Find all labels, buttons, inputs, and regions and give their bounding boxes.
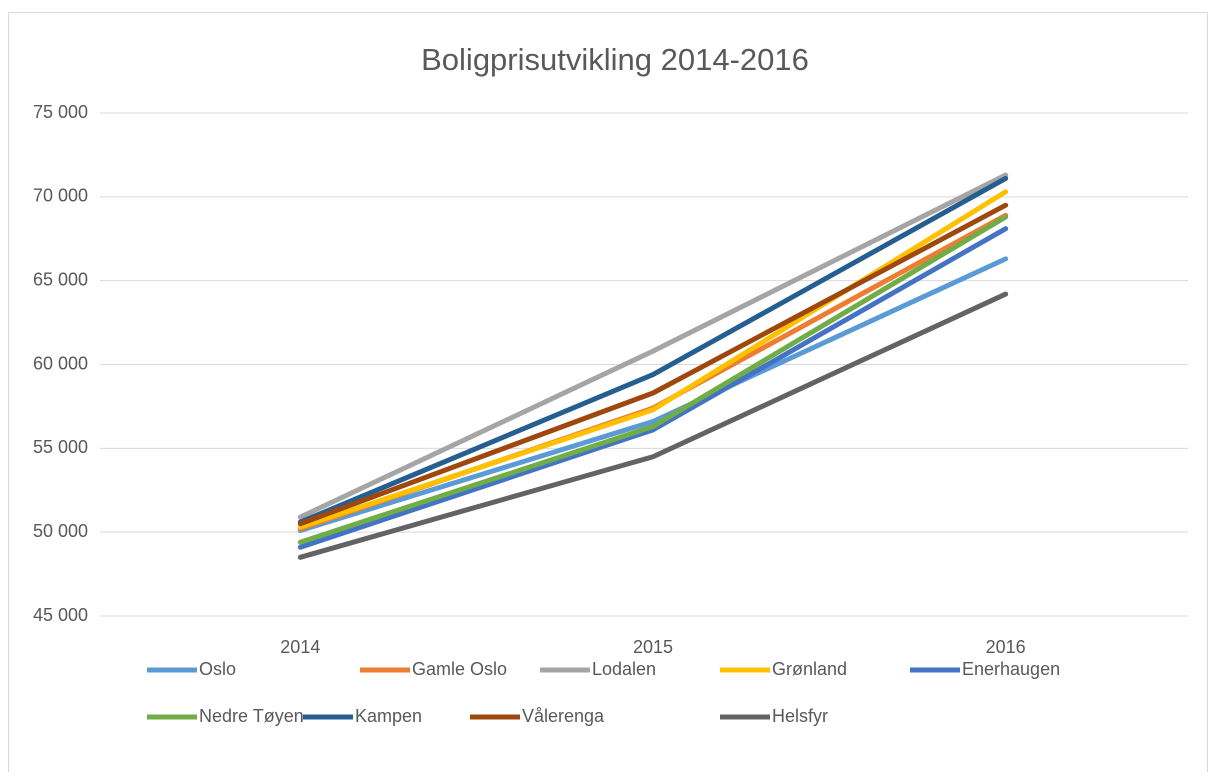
x-tick-label: 2015: [633, 637, 673, 657]
legend-label: Lodalen: [592, 659, 656, 679]
x-tick-label: 2014: [280, 637, 320, 657]
y-tick-label: 60 000: [33, 353, 88, 373]
series-line: [297, 214, 1009, 545]
y-tick-label: 55 000: [33, 437, 88, 457]
y-tick-label: 75 000: [33, 102, 88, 122]
legend-label: Helsfyr: [772, 706, 828, 726]
y-tick-label: 65 000: [33, 269, 88, 289]
chart-title: Boligprisutvikling 2014-2016: [421, 42, 809, 77]
series-line: [297, 175, 1009, 525]
y-tick-label: 50 000: [33, 521, 88, 541]
legend-label: Grønland: [772, 659, 847, 679]
series-line: [297, 172, 1009, 520]
legend-label: Nedre Tøyen: [199, 706, 304, 726]
series-line: [297, 256, 1009, 533]
series-line: [297, 226, 1009, 550]
x-tick-label: 2016: [986, 637, 1026, 657]
series-line: [297, 189, 1009, 530]
legend-label: Vålerenga: [522, 706, 605, 726]
y-tick-label: 70 000: [33, 186, 88, 206]
legend-label: Enerhaugen: [962, 659, 1060, 679]
legend-label: Oslo: [199, 659, 236, 679]
series-line: [297, 202, 1009, 527]
y-tick-label: 45 000: [33, 605, 88, 625]
legend-label: Gamle Oslo: [412, 659, 507, 679]
series-line: [297, 291, 1009, 560]
legend-label: Kampen: [355, 706, 422, 726]
